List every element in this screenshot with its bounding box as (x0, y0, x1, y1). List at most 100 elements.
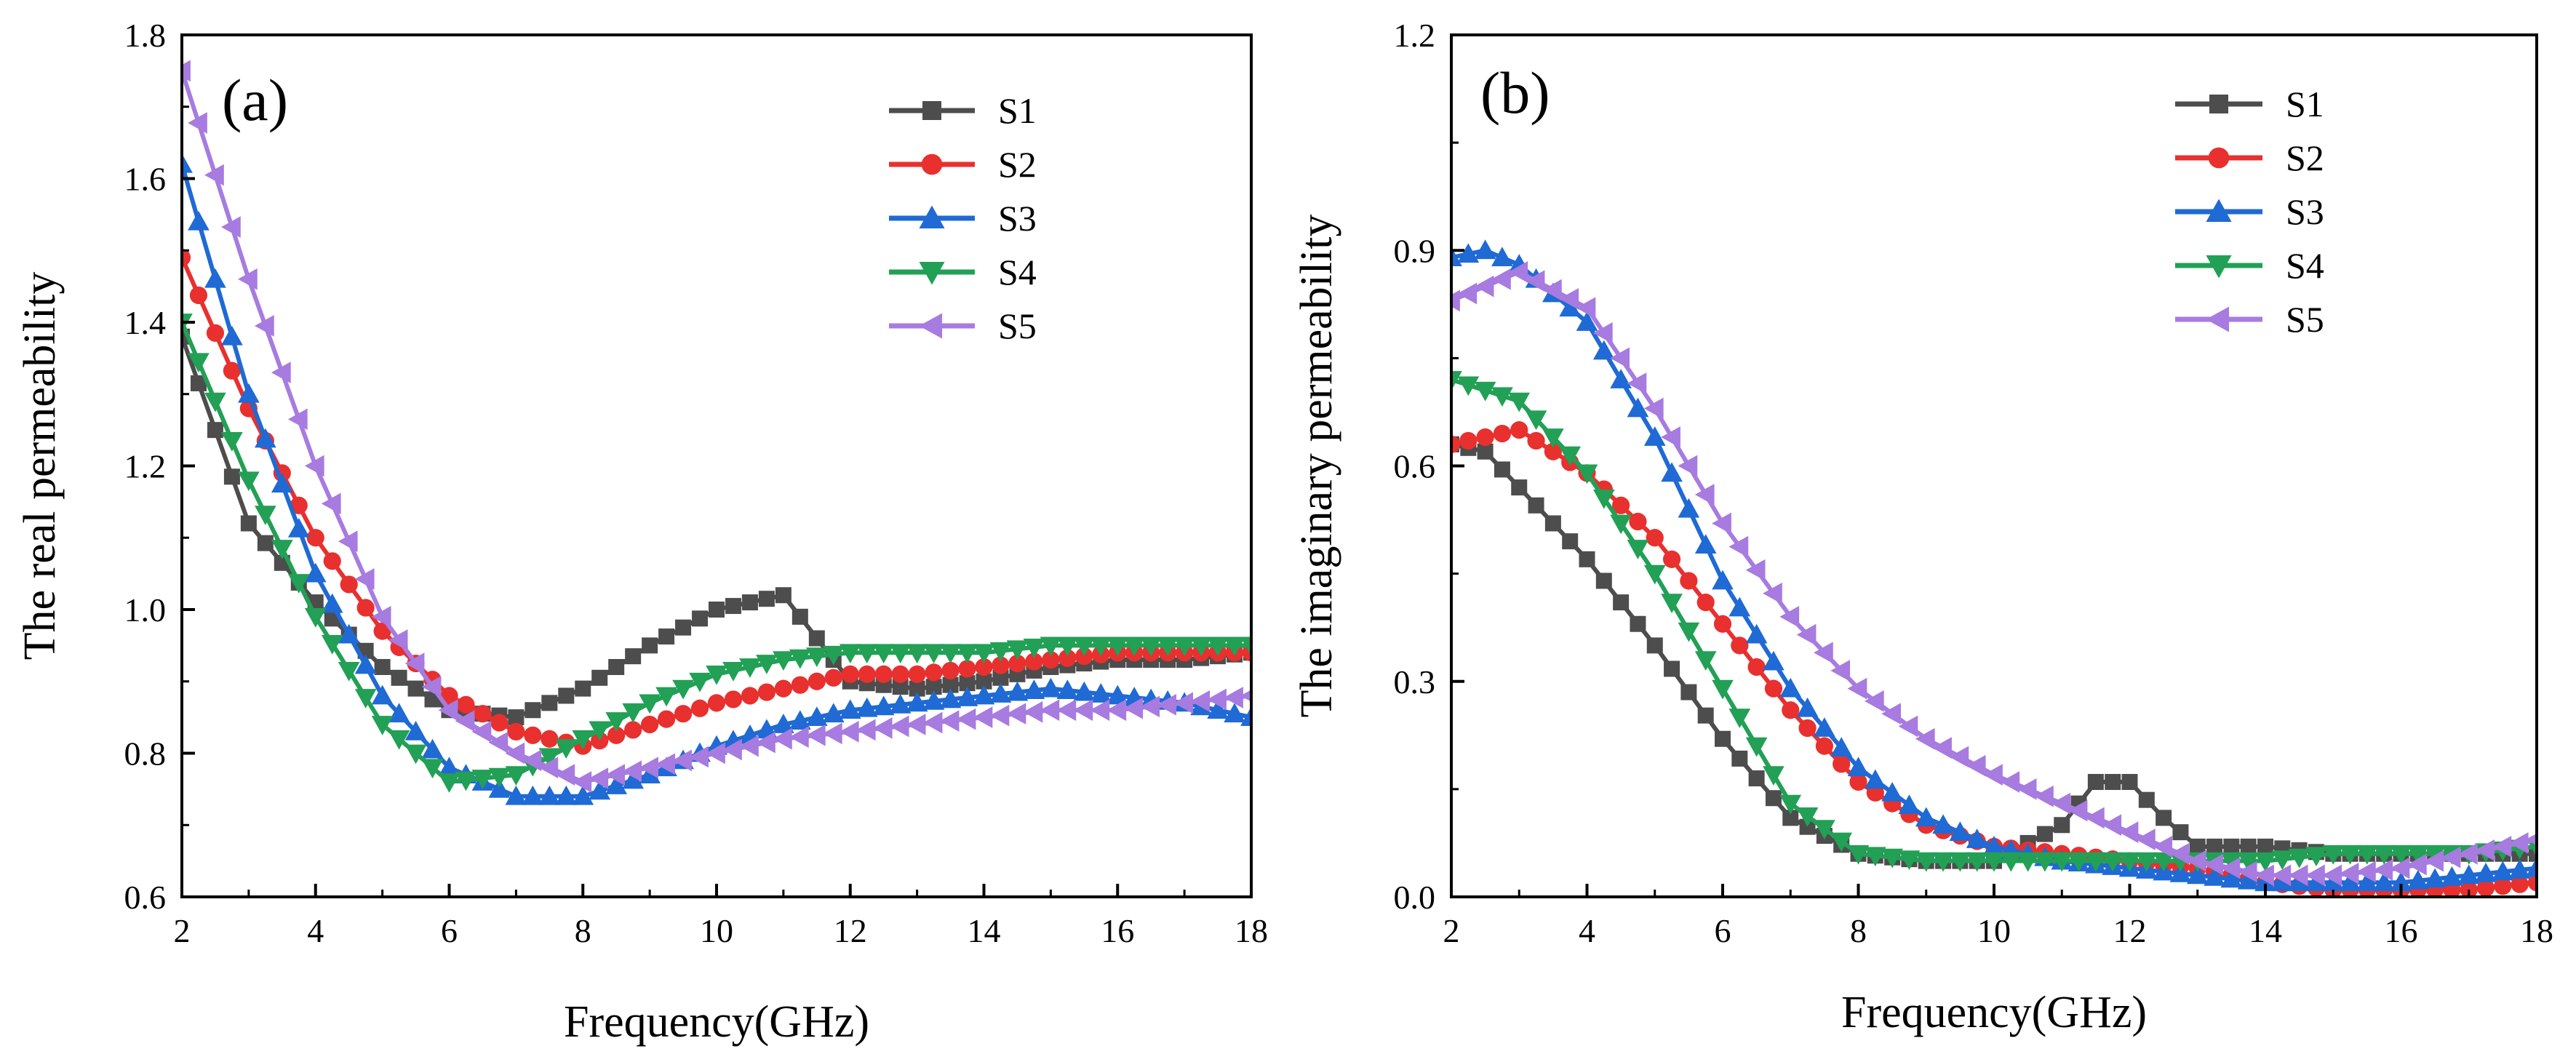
data-point-s4 (354, 689, 377, 708)
data-point-s5 (2441, 846, 2461, 869)
data-point-s3 (488, 778, 511, 798)
data-point-s3 (1643, 426, 1666, 446)
data-point-s5 (1240, 690, 1251, 702)
data-point-s4 (1830, 832, 1853, 853)
data-point-s1 (508, 709, 525, 726)
data-point-s3 (2186, 864, 2209, 885)
data-point-s3 (1106, 684, 1129, 705)
data-point-s2 (1646, 529, 1664, 547)
data-point-s4 (572, 730, 594, 750)
data-point-s3 (622, 769, 645, 789)
data-point-s5 (922, 711, 943, 734)
data-point-s2 (1058, 649, 1077, 667)
data-point-s4 (1559, 446, 1582, 466)
data-point-s3 (304, 562, 327, 583)
data-point-s5 (354, 568, 375, 590)
data-point-s5 (773, 727, 792, 750)
data-point-s1 (1697, 707, 1714, 724)
data-point-s3 (1830, 737, 1853, 756)
data-point-s4 (1090, 636, 1112, 657)
data-point-s4 (1056, 636, 1079, 657)
data-point-s4 (789, 649, 811, 669)
data-point-s2 (1544, 442, 1562, 460)
data-point-s4 (1966, 852, 1988, 872)
data-point-s1 (525, 702, 541, 719)
data-point-s1 (909, 680, 925, 697)
y-tick-label: 0.0 (1394, 879, 1436, 916)
data-point-s5 (1610, 347, 1630, 370)
data-point-s2 (1713, 615, 1732, 633)
data-point-s4 (2220, 852, 2243, 872)
data-point-s5 (839, 721, 859, 743)
y-tick-label: 1.0 (124, 591, 167, 628)
data-point-s3 (839, 699, 861, 719)
data-point-s5 (1123, 697, 1144, 719)
data-point-s2 (474, 705, 492, 723)
data-point-s4 (1123, 636, 1146, 657)
data-point-s1 (1630, 615, 1646, 632)
data-point-s3 (2305, 871, 2327, 892)
data-point-s2 (975, 658, 993, 676)
data-point-s5 (438, 699, 458, 722)
data-point-s2 (992, 656, 1010, 674)
data-point-s3 (805, 706, 828, 727)
data-point-s1 (257, 535, 274, 551)
data-point-s5 (1830, 660, 1851, 682)
data-point-s4 (2305, 847, 2327, 867)
data-point-s5 (2356, 861, 2376, 883)
data-point-s5 (1915, 727, 1935, 750)
data-point-s1 (892, 679, 909, 695)
data-point-s5 (2067, 799, 2088, 822)
data-point-s3 (989, 683, 1012, 703)
data-point-s3 (1949, 821, 1971, 842)
data-point-s5 (906, 714, 926, 735)
series-group (182, 60, 1251, 805)
data-point-s3 (2356, 871, 2378, 892)
data-point-s2 (657, 710, 676, 728)
data-point-s4 (471, 770, 494, 789)
x-tick-label: 18 (2520, 912, 2553, 949)
data-point-s4 (1983, 852, 2005, 872)
data-point-s2 (1008, 654, 1026, 673)
data-point-s4 (605, 712, 628, 732)
data-point-s4 (1643, 564, 1666, 585)
data-point-s3 (1006, 681, 1029, 701)
data-point-s3 (906, 692, 928, 712)
data-point-s1 (240, 515, 257, 532)
x-tick-label: 2 (174, 912, 191, 949)
data-point-s5 (182, 60, 191, 82)
data-point-s3 (2237, 869, 2260, 890)
data-point-s2 (841, 665, 859, 683)
data-point-s4 (1814, 820, 1835, 840)
data-point-s5 (287, 408, 308, 431)
data-point-s2 (1510, 421, 1528, 439)
data-point-s2 (373, 622, 391, 640)
data-point-s3 (2254, 871, 2276, 892)
data-point-s4 (1157, 636, 1179, 657)
data-point-s5 (188, 112, 207, 134)
data-point-s1 (541, 695, 558, 711)
data-point-s5 (488, 731, 509, 754)
data-point-s1 (1595, 572, 1612, 589)
data-point-s4 (1508, 392, 1531, 412)
data-point-s4 (1106, 636, 1129, 657)
legend-label-s4: S4 (998, 252, 1037, 292)
legend-marker-s5 (919, 313, 943, 339)
data-point-s3 (1898, 794, 1921, 814)
panel-label: (a) (222, 67, 288, 133)
data-point-s1 (2105, 774, 2121, 790)
data-point-s4 (1576, 464, 1598, 484)
data-point-s5 (722, 738, 742, 761)
data-point-s5 (789, 726, 809, 748)
data-point-s4 (1881, 848, 1903, 869)
x-tick-label: 2 (1443, 912, 1460, 949)
data-point-s5 (1745, 559, 1766, 581)
data-point-s2 (189, 286, 208, 305)
data-point-s5 (805, 724, 826, 746)
data-point-s1 (2189, 838, 2206, 855)
data-point-s3 (1881, 781, 1903, 802)
data-point-s4 (1694, 651, 1717, 671)
data-point-s3 (889, 693, 912, 714)
data-point-s1 (1494, 461, 1510, 478)
data-point-s2 (858, 665, 876, 683)
